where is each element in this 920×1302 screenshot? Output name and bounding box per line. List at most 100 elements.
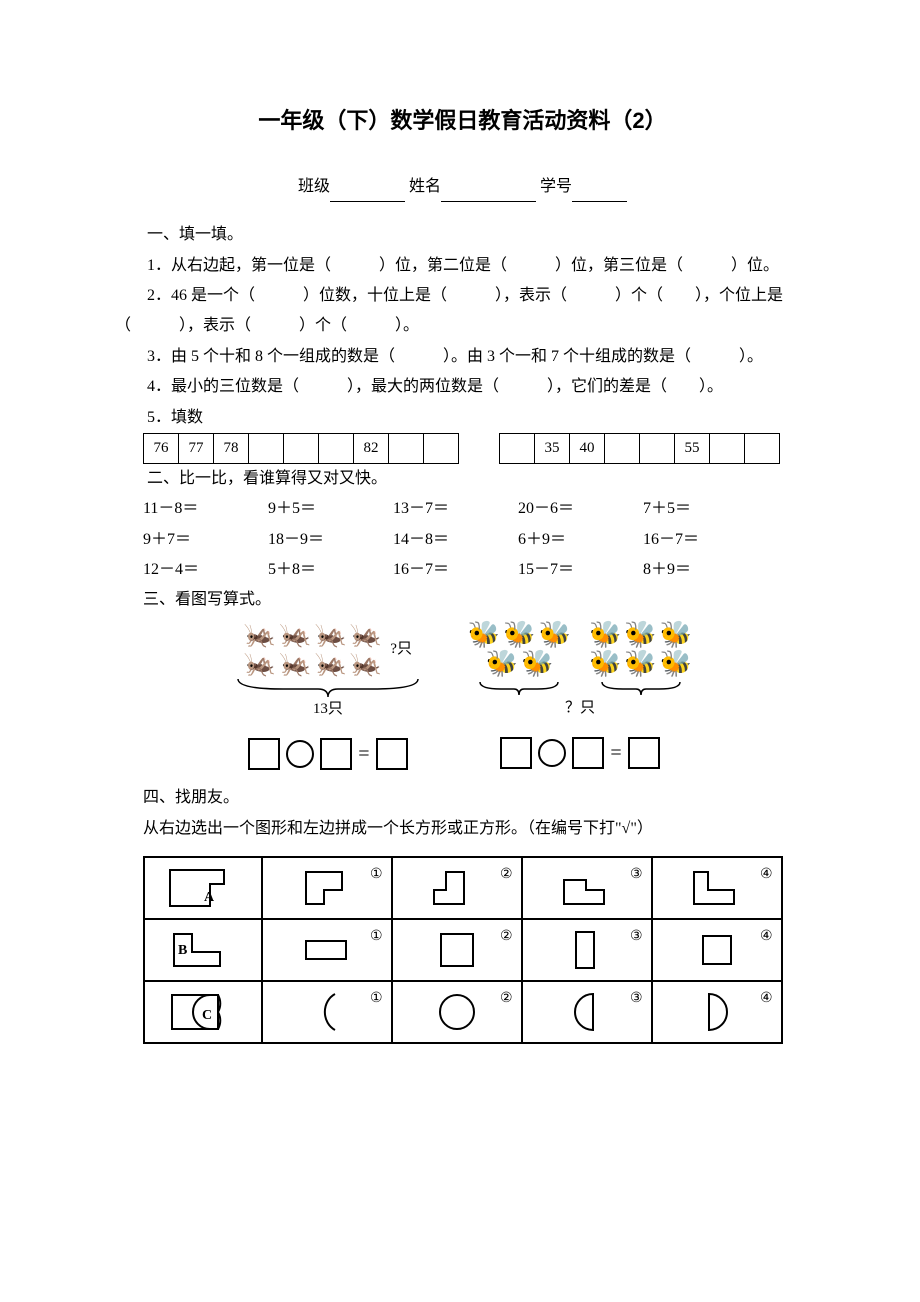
left-q-label: ?只 xyxy=(390,635,412,664)
shape-B-opt2[interactable]: ② xyxy=(392,919,522,981)
answer-box[interactable] xyxy=(248,738,280,770)
q5-table-a: 76777882 xyxy=(143,433,459,464)
option-number: ① xyxy=(370,862,383,889)
q5b-cell: 40 xyxy=(570,433,605,463)
q5b-cell[interactable] xyxy=(500,433,535,463)
bee-icon: 🐝 xyxy=(660,622,692,648)
shape-C-opt3[interactable]: ③ xyxy=(522,981,652,1043)
option-number: ① xyxy=(370,924,383,951)
q5b-cell[interactable] xyxy=(605,433,640,463)
answer-box[interactable] xyxy=(572,737,604,769)
right-brace-label: ？只 xyxy=(565,694,595,723)
bug-icon: 🦗 xyxy=(350,622,382,648)
math-expr: 8＋9＝ xyxy=(643,555,768,585)
q4: 4．最小的三位数是（ ），最大的两位数是（ ），它们的差是（ ）。 xyxy=(115,372,810,402)
svg-text:A: A xyxy=(204,890,215,905)
figure-left: 🦗🦗🦗🦗 🦗🦗🦗🦗 ?只 13只 = xyxy=(233,622,423,774)
bug-icon: 🦗 xyxy=(279,651,311,677)
option-number: ② xyxy=(500,862,513,889)
answer-box[interactable] xyxy=(628,737,660,769)
math-expr: 14－8＝ xyxy=(393,525,518,555)
shape-B-opt3[interactable]: ③ xyxy=(522,919,652,981)
bee-icon: 🐝 xyxy=(589,651,621,677)
q5a-cell: 77 xyxy=(179,433,214,463)
shape-B-opt4[interactable]: ④ xyxy=(652,919,782,981)
math-expr: 13－7＝ xyxy=(393,494,518,524)
equation-left: = xyxy=(248,735,407,773)
math-expr: 20－6＝ xyxy=(518,494,643,524)
q5a-cell: 76 xyxy=(144,433,179,463)
page-title: 一年级（下）数学假日教育活动资料（2） xyxy=(115,100,810,142)
name-blank[interactable] xyxy=(441,185,536,203)
shape-B-opt1[interactable]: ① xyxy=(262,919,392,981)
q5-head: 5．填数 xyxy=(115,403,810,433)
option-number: ② xyxy=(500,924,513,951)
operator-circle[interactable] xyxy=(286,740,314,768)
q5a-cell[interactable] xyxy=(424,433,459,463)
q5a-cell[interactable] xyxy=(389,433,424,463)
answer-box[interactable] xyxy=(500,737,532,769)
shape-A-opt1[interactable]: ① xyxy=(262,857,392,919)
brace-icon xyxy=(233,677,423,697)
q5b-cell: 35 xyxy=(535,433,570,463)
shape-match-table: A ① ② ③ ④ B ① xyxy=(143,856,783,1044)
section4-desc: 从右边选出一个图形和左边拼成一个长方形或正方形。（在编号下打"√"） xyxy=(143,814,810,844)
bug-icon: 🦗 xyxy=(350,651,382,677)
math-expr: 6＋9＝ xyxy=(518,525,643,555)
math-expr: 5＋8＝ xyxy=(268,555,393,585)
name-label: 姓名 xyxy=(409,178,441,195)
bee-icon: 🐝 xyxy=(660,651,692,677)
option-number: ④ xyxy=(760,924,773,951)
section3-head: 三、看图写算式。 xyxy=(143,585,810,615)
shape-A-opt2[interactable]: ② xyxy=(392,857,522,919)
section2-head: 二、比一比，看谁算得又对又快。 xyxy=(115,464,810,494)
shape-A-opt3[interactable]: ③ xyxy=(522,857,652,919)
math-expr: 7＋5＝ xyxy=(643,494,768,524)
id-label: 学号 xyxy=(540,178,572,195)
shape-B: B xyxy=(144,919,262,981)
shape-C-opt4[interactable]: ④ xyxy=(652,981,782,1043)
q5b-cell[interactable] xyxy=(710,433,745,463)
q5-table-b: 354055 xyxy=(499,433,780,464)
equation-right: = xyxy=(500,734,659,772)
id-blank[interactable] xyxy=(572,185,627,203)
shape-C-opt2[interactable]: ② xyxy=(392,981,522,1043)
math-expr: 12－4＝ xyxy=(143,555,268,585)
bee-icon: 🐝 xyxy=(503,622,535,648)
shape-A-opt4[interactable]: ④ xyxy=(652,857,782,919)
answer-box[interactable] xyxy=(376,738,408,770)
q5a-cell[interactable] xyxy=(319,433,354,463)
bug-icon: 🦗 xyxy=(244,651,276,677)
option-number: ④ xyxy=(760,986,773,1013)
q1: 1．从右边起，第一位是（ ）位，第二位是（ ）位，第三位是（ ）位。 xyxy=(115,251,810,281)
shape-C-opt1[interactable]: ① xyxy=(262,981,392,1043)
q5b-cell[interactable] xyxy=(640,433,675,463)
bug-icon: 🦗 xyxy=(279,622,311,648)
option-number: ④ xyxy=(760,862,773,889)
equals-sign: = xyxy=(358,735,369,773)
option-number: ③ xyxy=(630,862,643,889)
student-info-line: 班级 姓名 学号 xyxy=(115,172,810,202)
equals-sign: = xyxy=(610,734,621,772)
q5a-cell[interactable] xyxy=(284,433,319,463)
class-label: 班级 xyxy=(298,178,330,195)
left-brace-label: 13只 xyxy=(313,695,343,724)
brace-icon xyxy=(598,680,684,696)
math-expr: 15－7＝ xyxy=(518,555,643,585)
class-blank[interactable] xyxy=(330,185,405,203)
option-number: ② xyxy=(500,986,513,1013)
math-expr: 11－8＝ xyxy=(143,494,268,524)
math-expr: 16－7＝ xyxy=(643,525,768,555)
operator-circle[interactable] xyxy=(538,739,566,767)
option-number: ③ xyxy=(630,924,643,951)
svg-text:B: B xyxy=(178,943,187,958)
q5a-cell[interactable] xyxy=(249,433,284,463)
bug-icon: 🦗 xyxy=(315,622,347,648)
brace-icon xyxy=(476,680,562,696)
answer-box[interactable] xyxy=(320,738,352,770)
bee-icon: 🐝 xyxy=(589,622,621,648)
option-number: ① xyxy=(370,986,383,1013)
q5b-cell[interactable] xyxy=(745,433,780,463)
section4-head: 四、找朋友。 xyxy=(143,783,810,813)
option-number: ③ xyxy=(630,986,643,1013)
